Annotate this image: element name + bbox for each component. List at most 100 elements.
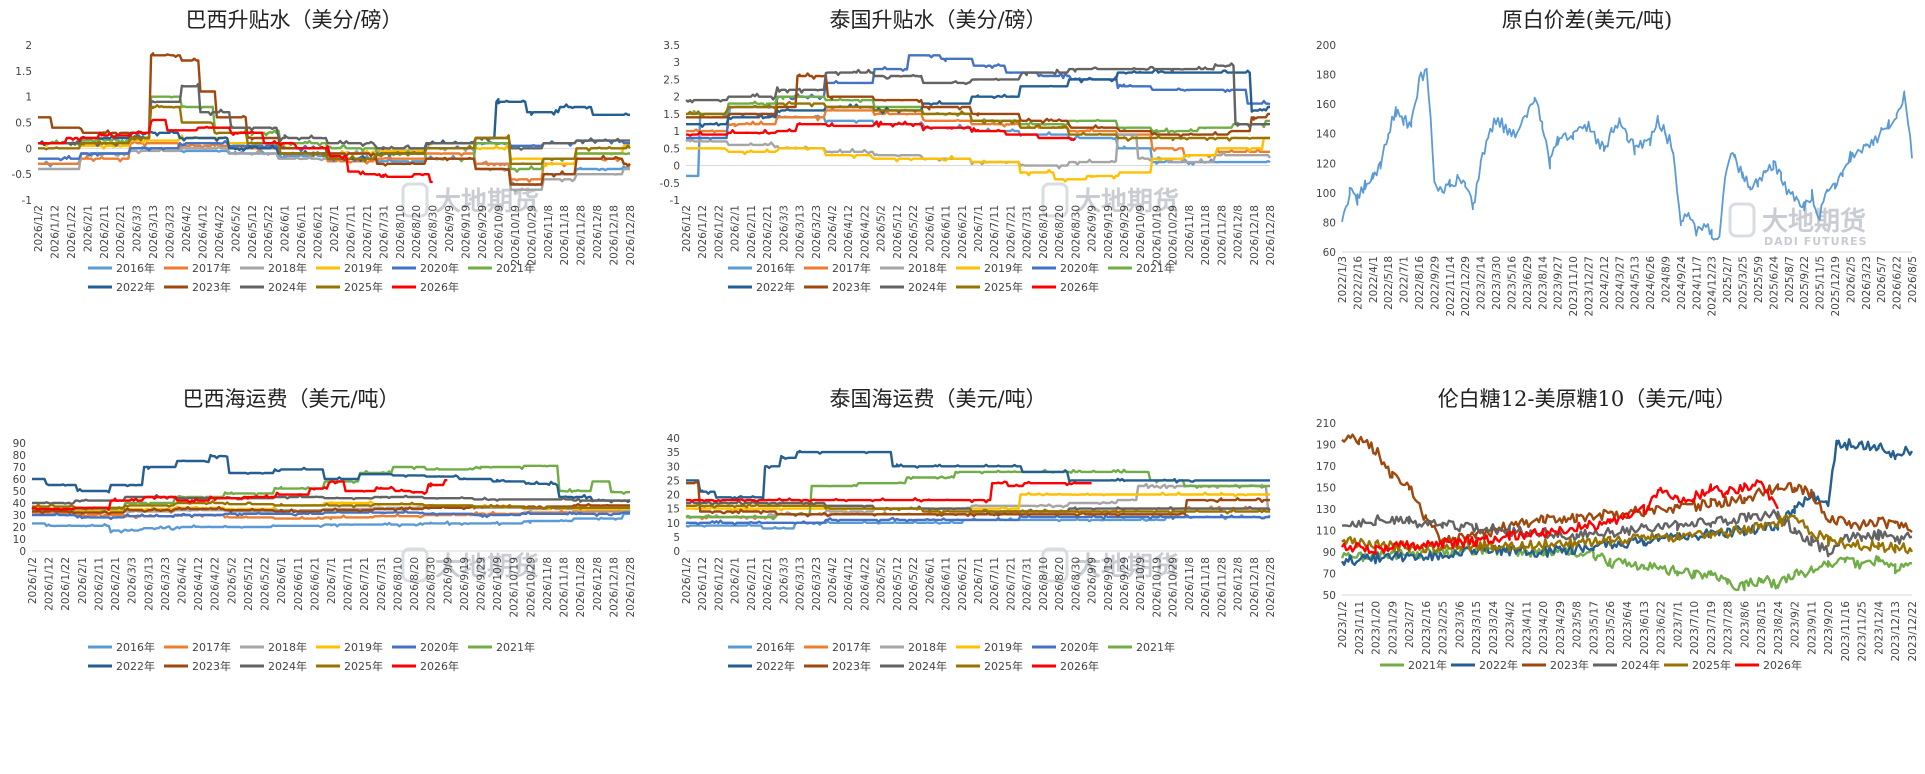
legend: 2021年 2022年 2023年 2024年 2025年 2026年 <box>1380 658 1802 672</box>
legend-label: 2021年 <box>1136 261 1175 275</box>
legend-label: 2016年 <box>756 261 795 275</box>
y-tick-label: 40 <box>667 433 680 445</box>
x-tick-label: 2026/12/8 <box>592 557 604 611</box>
x-tick-label: 2026/2/11 <box>746 557 758 611</box>
x-tick-label: 2023/11/10 <box>1568 256 1580 317</box>
y-tick-label: 3 <box>673 57 680 69</box>
chart-title: 巴西升贴水（美分/磅） <box>185 8 402 32</box>
x-tick-label: 2026/3/13 <box>143 557 155 611</box>
x-tick-label: 2023/4/20 <box>1538 601 1550 655</box>
x-tick-label: 2023/2/14 <box>1476 256 1488 310</box>
x-tick-label: 2026/10/19 <box>510 205 522 266</box>
y-tick-label: 150 <box>1316 483 1336 495</box>
series-line <box>686 120 1076 141</box>
x-tick-label: 2026/2/11 <box>746 205 758 259</box>
chart-svg: 泰国升贴水（美分/磅） 大地期货 -1 -0.5 0 0.5 1 1.5 2 2.5 3 3.5 202… <box>660 8 1278 294</box>
watermark-sub: DADI FUTURES <box>1764 235 1868 248</box>
y-tick-label: 25 <box>667 475 680 487</box>
x-tick-label: 2026/1/22 <box>60 557 72 611</box>
x-tick-label: 2026/10/19 <box>1151 205 1163 266</box>
series-line <box>686 514 1270 526</box>
y-tick-label: 170 <box>1316 461 1336 473</box>
x-tick-label: 2026/4/12 <box>843 557 855 611</box>
x-tick-label: 2026/3/23 <box>811 205 823 259</box>
chart-title: 原白价差(美元/吨) <box>1502 8 1672 32</box>
y-tick-label: 5 <box>673 532 680 544</box>
x-tick-label: 2026/4/2 <box>177 557 189 604</box>
x-tick-label: 2026/11/8 <box>1184 557 1196 611</box>
x-tick-label: 2026/7/1 <box>326 557 338 604</box>
x-tick-label: 2026/8/20 <box>1054 557 1066 611</box>
x-tick-label: 2026/12/28 <box>1265 557 1277 618</box>
x-tick-label: 2023/6/4 <box>1622 601 1634 648</box>
y-tick-label: 0 <box>673 161 680 173</box>
y-tick-label: 0.5 <box>15 118 32 130</box>
x-tick-label: 2026/7/31 <box>378 205 390 259</box>
y-tick-label: 100 <box>1316 188 1336 200</box>
x-tick-label: 2024/9/24 <box>1676 256 1688 310</box>
y-tick-label: 120 <box>1316 158 1336 170</box>
x-tick-label: 2023/7/1 <box>1672 601 1684 648</box>
legend-label: 2017年 <box>192 261 231 275</box>
x-tick-label: 2026/4/22 <box>859 557 871 611</box>
legend-label: 2017年 <box>192 640 231 654</box>
y-tick-label: 15 <box>667 504 680 516</box>
series-line <box>686 68 1270 128</box>
x-tick-label: 2026/5/2 <box>876 557 888 604</box>
chart-thailand-freight: 泰国海运费（美元/吨） 大地期货 0 5 10 15 20 25 30 35 40 2026/1/2 2… <box>640 387 1280 774</box>
x-tick-label: 2026/6/21 <box>313 205 325 259</box>
x-tick-label: 2026/11/18 <box>1200 205 1212 266</box>
x-tick-label: 2023/2/16 <box>1421 601 1433 655</box>
y-tick-label: 70 <box>13 462 26 474</box>
x-tick-label: 2026/2/21 <box>115 205 127 259</box>
chart-raw-white-spread: 原白价差(美元/吨) 大地期货 DADI FUTURES 60 80 100 120 140 1… <box>1280 0 1925 387</box>
x-tick-label: 2026/2/1 <box>82 205 94 252</box>
y-tick-label: 50 <box>1323 590 1336 602</box>
legend-label: 2025年 <box>984 659 1023 673</box>
legend-label: 2020年 <box>1060 261 1099 275</box>
x-tick-label: 2026/8/20 <box>409 557 421 611</box>
y-tick-label: 10 <box>667 518 680 530</box>
x-tick-label: 2024/3/27 <box>1614 256 1626 310</box>
x-tick-label: 2026/6/22 <box>1892 256 1904 310</box>
legend-label: 2022年 <box>756 280 795 294</box>
x-tick-label: 2023/3/6 <box>1454 601 1466 648</box>
x-tick-label: 2023/5/26 <box>1605 601 1617 655</box>
series-line <box>686 502 1270 515</box>
legend-label: 2019年 <box>984 640 1023 654</box>
x-tick-label: 2026/4/12 <box>193 557 205 611</box>
legend-label: 2025年 <box>344 280 383 294</box>
x-tick-label: 2023/3/24 <box>1488 601 1500 655</box>
y-tick-label: 90 <box>13 438 26 450</box>
watermark: 大地期货 <box>401 182 539 218</box>
legend: 2016年 2017年 2018年 2019年 2020年 2021年 2022年 2023年… <box>728 640 1175 673</box>
watermark-text: 大地期货 <box>1762 206 1866 237</box>
x-tick-label: 2026/8/10 <box>1038 205 1050 259</box>
x-tick-label: 2026/6/11 <box>296 205 308 259</box>
x-tick-label: 2023/9/2 <box>1790 601 1802 648</box>
x-tick-label: 2026/4/22 <box>859 205 871 259</box>
y-tick-label: 80 <box>13 450 26 462</box>
x-tick-label: 2026/12/18 <box>1249 205 1261 266</box>
series-line <box>1341 514 1914 555</box>
x-tick-label: 2026/8/20 <box>1054 205 1066 259</box>
x-tick-label: 2024/5/13 <box>1630 256 1642 310</box>
series-line <box>686 106 1270 159</box>
series-line <box>31 479 448 512</box>
series-line <box>686 100 1270 142</box>
x-tick-label: 2026/10/9 <box>492 557 504 611</box>
series-line <box>686 136 1270 183</box>
x-tick-label: 2026/10/19 <box>1151 557 1163 618</box>
watermark-text: 大地期货 <box>1075 186 1179 217</box>
legend-label: 2026年 <box>1060 659 1099 673</box>
x-tick-label: 2026/12/28 <box>625 205 637 266</box>
legend: 2016年 2017年 2018年 2019年 2020年 2021年 2022年 2023年… <box>728 261 1175 294</box>
watermark-text: 大地期货 <box>1075 551 1179 582</box>
x-tick-label: 2026/1/2 <box>27 557 39 604</box>
y-tick-label: 90 <box>1323 547 1336 559</box>
x-tick-label: 2026/10/29 <box>1168 205 1180 266</box>
x-tick-label: 2023/8/6 <box>1739 601 1751 648</box>
x-tick-label: 2026/6/1 <box>280 205 292 252</box>
